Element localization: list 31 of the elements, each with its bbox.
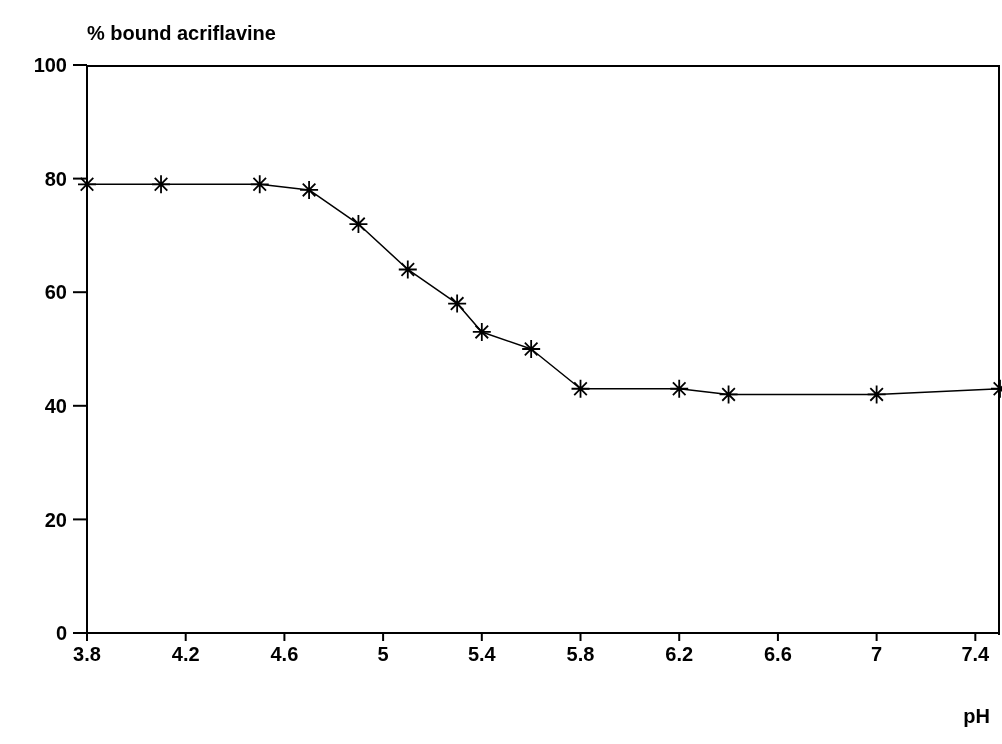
point bbox=[397, 259, 418, 280]
point bbox=[77, 174, 97, 195]
x-tick-label: 4.6 bbox=[270, 643, 299, 666]
x-tick-label: 3.8 bbox=[73, 643, 101, 666]
point bbox=[447, 293, 468, 314]
y-tick-label: 100 bbox=[33, 54, 67, 77]
point bbox=[151, 174, 171, 195]
x-tick-label: 4.2 bbox=[171, 643, 200, 666]
y-tick-label: 40 bbox=[44, 394, 67, 417]
x-tick-label: 7 bbox=[871, 643, 883, 666]
y-tick-label: 80 bbox=[44, 167, 67, 190]
y-tick-label: 20 bbox=[44, 508, 67, 531]
point bbox=[669, 378, 690, 399]
point bbox=[521, 339, 542, 359]
x-tick-label: 6.2 bbox=[665, 643, 694, 666]
point bbox=[348, 214, 369, 234]
point bbox=[299, 180, 319, 200]
point bbox=[866, 384, 887, 405]
point bbox=[249, 174, 270, 195]
y-tick-label: 60 bbox=[44, 281, 67, 304]
point bbox=[718, 384, 739, 405]
point bbox=[570, 378, 591, 399]
x-tick-label: 5 bbox=[377, 643, 389, 666]
x-tick-label: 6.6 bbox=[764, 643, 792, 666]
x-tick-label: 5.4 bbox=[467, 643, 497, 666]
x-tick-label: 7.4 bbox=[961, 643, 991, 666]
x-axis-title: pH bbox=[963, 705, 990, 728]
point bbox=[471, 322, 492, 342]
y-axis-title: % bound acriflavine bbox=[87, 22, 276, 45]
y-tick-label: 0 bbox=[55, 622, 67, 645]
x-tick-label: 5.8 bbox=[566, 643, 595, 666]
